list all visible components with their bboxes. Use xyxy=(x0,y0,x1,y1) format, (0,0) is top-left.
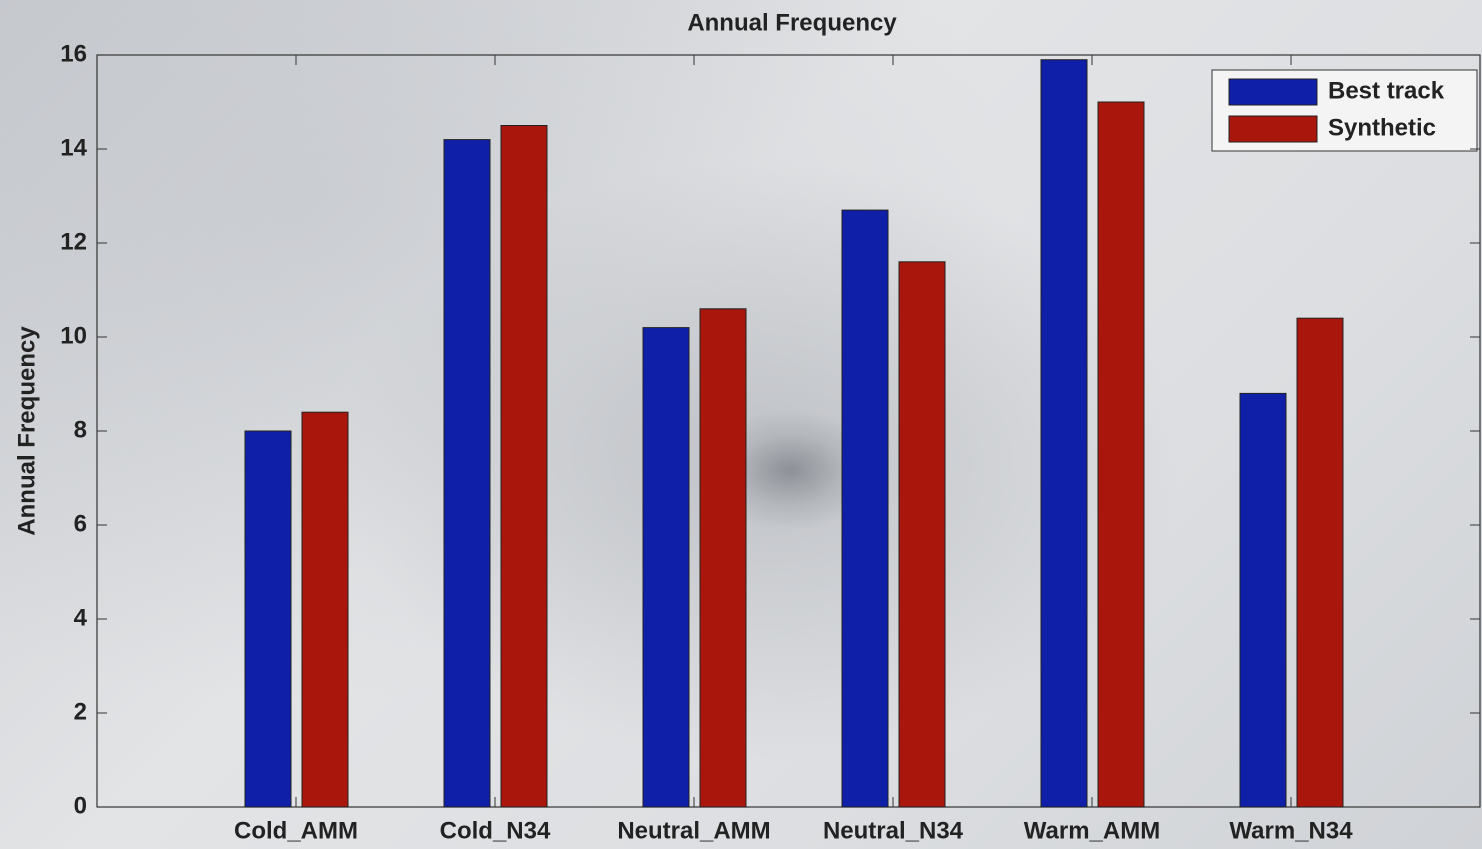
y-tick-label: 6 xyxy=(74,510,87,537)
bar xyxy=(700,309,746,807)
y-axis-label: Annual Frequency xyxy=(13,326,40,536)
bar xyxy=(302,412,348,807)
bar xyxy=(444,140,490,807)
bar xyxy=(245,431,291,807)
bar xyxy=(1297,318,1343,807)
bar xyxy=(1041,60,1087,807)
x-tick-label: Warm_AMM xyxy=(1024,817,1160,844)
chart: Annual Frequency Annual Frequency 0 2 4 6 8 1… xyxy=(0,0,1482,849)
chart-title: Annual Frequency xyxy=(687,9,897,36)
y-tick-label: 8 xyxy=(74,416,87,443)
x-tick-label: Neutral_AMM xyxy=(617,817,770,844)
x-tick-label: Warm_N34 xyxy=(1229,817,1353,844)
legend-label: Synthetic xyxy=(1328,114,1436,141)
bar xyxy=(899,262,945,807)
legend-label: Best track xyxy=(1328,77,1445,104)
y-tick-label: 12 xyxy=(60,228,87,255)
bar xyxy=(643,328,689,807)
y-tick-label: 4 xyxy=(74,604,88,631)
y-tick-label: 16 xyxy=(60,40,87,67)
bar xyxy=(1240,393,1286,807)
bar xyxy=(842,210,888,807)
x-tick-label: Cold_N34 xyxy=(440,817,551,844)
x-tick-label: Neutral_N34 xyxy=(823,817,964,844)
legend-swatch xyxy=(1229,79,1317,105)
bar xyxy=(1098,102,1144,807)
y-tick-label: 0 xyxy=(74,792,87,819)
y-tick-label: 2 xyxy=(74,698,87,725)
y-tick-label: 10 xyxy=(60,322,87,349)
x-tick-label: Cold_AMM xyxy=(234,817,358,844)
legend-swatch xyxy=(1229,116,1317,142)
y-tick-label: 14 xyxy=(60,134,87,161)
bar xyxy=(501,126,547,808)
